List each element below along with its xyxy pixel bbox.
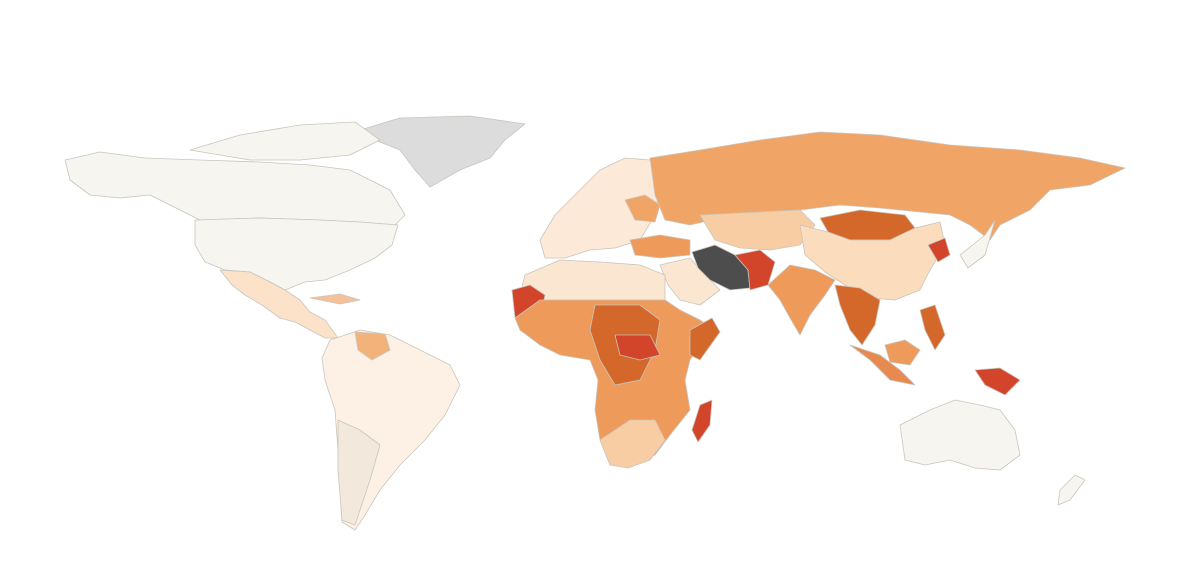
region <box>337 419 381 526</box>
region <box>699 209 816 251</box>
region <box>849 344 916 386</box>
region <box>689 317 721 361</box>
region <box>614 334 661 361</box>
region <box>927 237 951 263</box>
region <box>359 115 526 188</box>
region <box>309 293 361 305</box>
region <box>659 257 721 306</box>
region <box>799 221 946 301</box>
region <box>899 399 1021 471</box>
region <box>834 284 881 346</box>
region <box>691 399 713 443</box>
region <box>884 339 921 366</box>
region <box>974 367 1021 396</box>
region <box>959 219 996 269</box>
region <box>767 264 836 336</box>
region <box>219 269 339 339</box>
region <box>919 304 946 351</box>
region <box>624 194 661 223</box>
region <box>354 331 391 361</box>
region <box>1057 474 1086 506</box>
region <box>599 419 666 469</box>
region <box>629 234 691 259</box>
region <box>194 217 399 291</box>
region <box>189 121 381 161</box>
region <box>64 151 406 226</box>
